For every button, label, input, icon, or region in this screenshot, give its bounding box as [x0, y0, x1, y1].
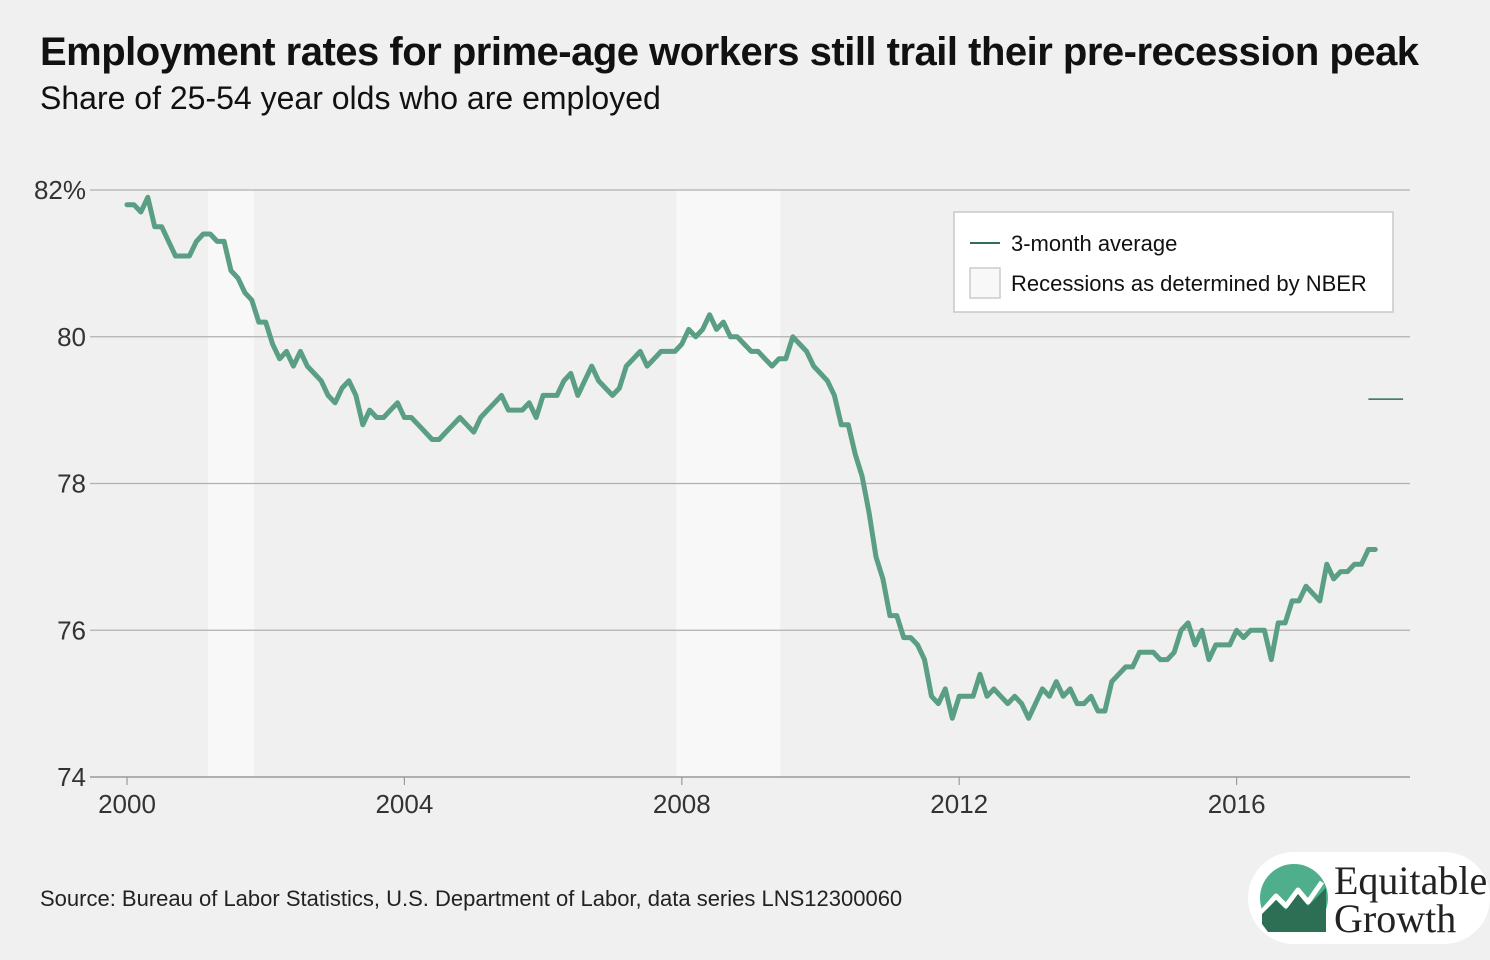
y-tick-label-80: 80	[57, 322, 86, 352]
y-tick-label-76: 76	[57, 615, 86, 645]
x-tick-label-2004: 2004	[375, 789, 433, 819]
y-tick-label-74: 74	[57, 762, 86, 792]
logo: Equitable Growth	[1248, 852, 1490, 944]
x-tick-label-2000: 2000	[98, 789, 156, 819]
logo-line1: Equitable	[1334, 858, 1487, 903]
y-tick-label-78: 78	[57, 469, 86, 499]
series-layer	[124, 194, 1404, 721]
y-axis: 82% 80 78 76 74	[34, 175, 86, 792]
x-axis: 2000 2004 2008 2012 2016	[98, 777, 1266, 819]
series-line-1	[124, 194, 1378, 721]
x-tick-label-2008: 2008	[653, 789, 711, 819]
legend-recession-swatch	[969, 267, 1001, 299]
gridlines	[90, 189, 1410, 778]
legend-box	[953, 211, 1394, 313]
legend-line-label: 3-month average	[1011, 231, 1177, 256]
y-tick-label-82: 82%	[34, 175, 86, 205]
chart-subtitle: Share of 25-54 year olds who are employe…	[40, 80, 661, 116]
logo-line2: Growth	[1334, 896, 1456, 941]
source-note: Source: Bureau of Labor Statistics, U.S.…	[40, 886, 903, 911]
x-tick-label-2016: 2016	[1208, 789, 1266, 819]
legend: 3-month average Recessions as determined…	[953, 211, 1394, 313]
legend-recession-label: Recessions as determined by NBER	[1011, 271, 1367, 296]
x-tick-label-2012: 2012	[930, 789, 988, 819]
chart-title: Employment rates for prime-age workers s…	[40, 30, 1419, 74]
equitable-growth-logo-icon	[1260, 864, 1328, 932]
